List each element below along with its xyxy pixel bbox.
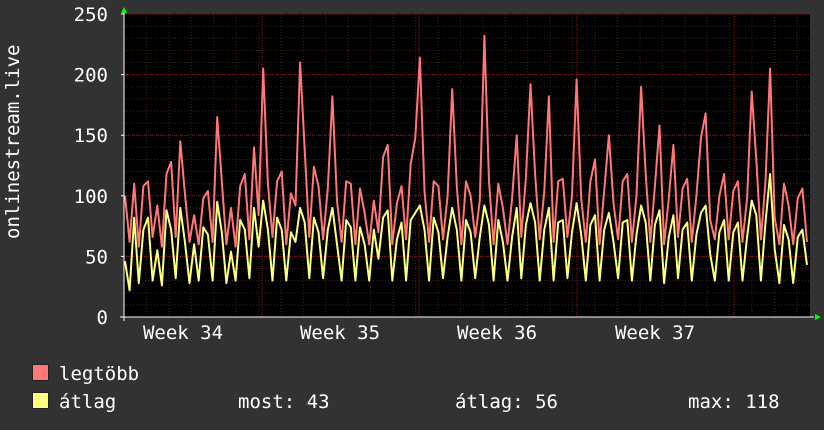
legend-swatch-max	[32, 364, 49, 381]
axes	[120, 7, 821, 321]
y-tick-labels: 0 50 100 150 200 250	[74, 4, 124, 329]
plot-background	[124, 14, 810, 317]
series-line-legtöbb	[124, 34, 808, 248]
legend-item-avg: átlag	[32, 391, 116, 413]
x-tick-label: Week 35	[300, 322, 380, 344]
y-axis-label: onlinestream.live	[2, 44, 24, 239]
stat-max: max: 118	[688, 391, 780, 413]
y-tick-label: 200	[74, 65, 108, 87]
stat-average: átlag: 56	[455, 391, 558, 413]
x-tick-label: Week 37	[615, 322, 695, 344]
x-tick-label: Week 34	[143, 322, 223, 344]
stat-now: most: 43	[238, 391, 330, 413]
series-line-átlag	[124, 173, 808, 292]
x-axis-arrow	[815, 314, 821, 320]
legend-label-max: legtöbb	[59, 363, 140, 385]
y-tick-label: 100	[74, 186, 108, 208]
series-lines	[124, 34, 808, 292]
legend-item-max: legtöbb	[32, 363, 139, 385]
x-tick-labels: Week 34 Week 35 Week 36 Week 37	[143, 322, 695, 344]
y-tick-label: 250	[74, 4, 108, 26]
y-tick-label: 50	[85, 246, 108, 268]
y-tick-label: 150	[74, 125, 108, 147]
legend-swatch-avg	[32, 392, 49, 409]
y-tick-label: 0	[97, 307, 108, 329]
legend-label-avg: átlag	[59, 391, 117, 413]
y-axis-arrow	[121, 7, 127, 13]
x-tick-label: Week 36	[457, 322, 537, 344]
